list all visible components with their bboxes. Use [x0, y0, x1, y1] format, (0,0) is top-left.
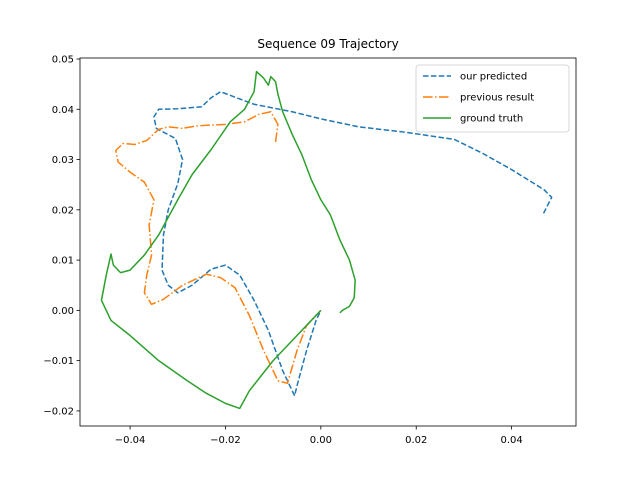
- x-tick-label: 0.04: [500, 435, 522, 446]
- series-line-0: [153, 90, 553, 397]
- y-tick-label: 0.04: [52, 105, 74, 116]
- x-tick-label: −0.02: [210, 435, 241, 446]
- y-tick-label: 0.02: [52, 205, 74, 216]
- y-tick-label: 0.00: [52, 306, 74, 317]
- x-tick-label: 0.02: [405, 435, 427, 446]
- y-tick-label: −0.02: [43, 407, 74, 418]
- plot-frame: [79, 57, 577, 427]
- series-lines: [100, 70, 553, 410]
- y-tick-label: −0.01: [43, 356, 74, 367]
- x-tick-label: 0.00: [310, 435, 332, 446]
- legend-label-1: previous result: [460, 93, 534, 104]
- y-tick-label: 0.03: [52, 155, 74, 166]
- chart-title: Sequence 09 Trajectory: [257, 37, 398, 51]
- y-tick-label: 0.05: [52, 55, 74, 66]
- legend-label-0: our predicted: [460, 72, 527, 83]
- y-axis: −0.02 −0.01 0.00 0.01 0.02 0.03 0.04 0.05: [43, 55, 80, 418]
- y-tick-label: 0.01: [52, 256, 74, 267]
- series-line-1: [115, 111, 322, 385]
- legend-label-2: ground truth: [460, 114, 523, 125]
- legend-box: [415, 64, 570, 133]
- legend: our predicted previous result ground truth: [415, 64, 570, 133]
- series-line-2: [100, 70, 356, 410]
- x-axis: −0.04 −0.02 0.00 0.02 0.04: [115, 426, 523, 446]
- x-tick-label: −0.04: [115, 435, 146, 446]
